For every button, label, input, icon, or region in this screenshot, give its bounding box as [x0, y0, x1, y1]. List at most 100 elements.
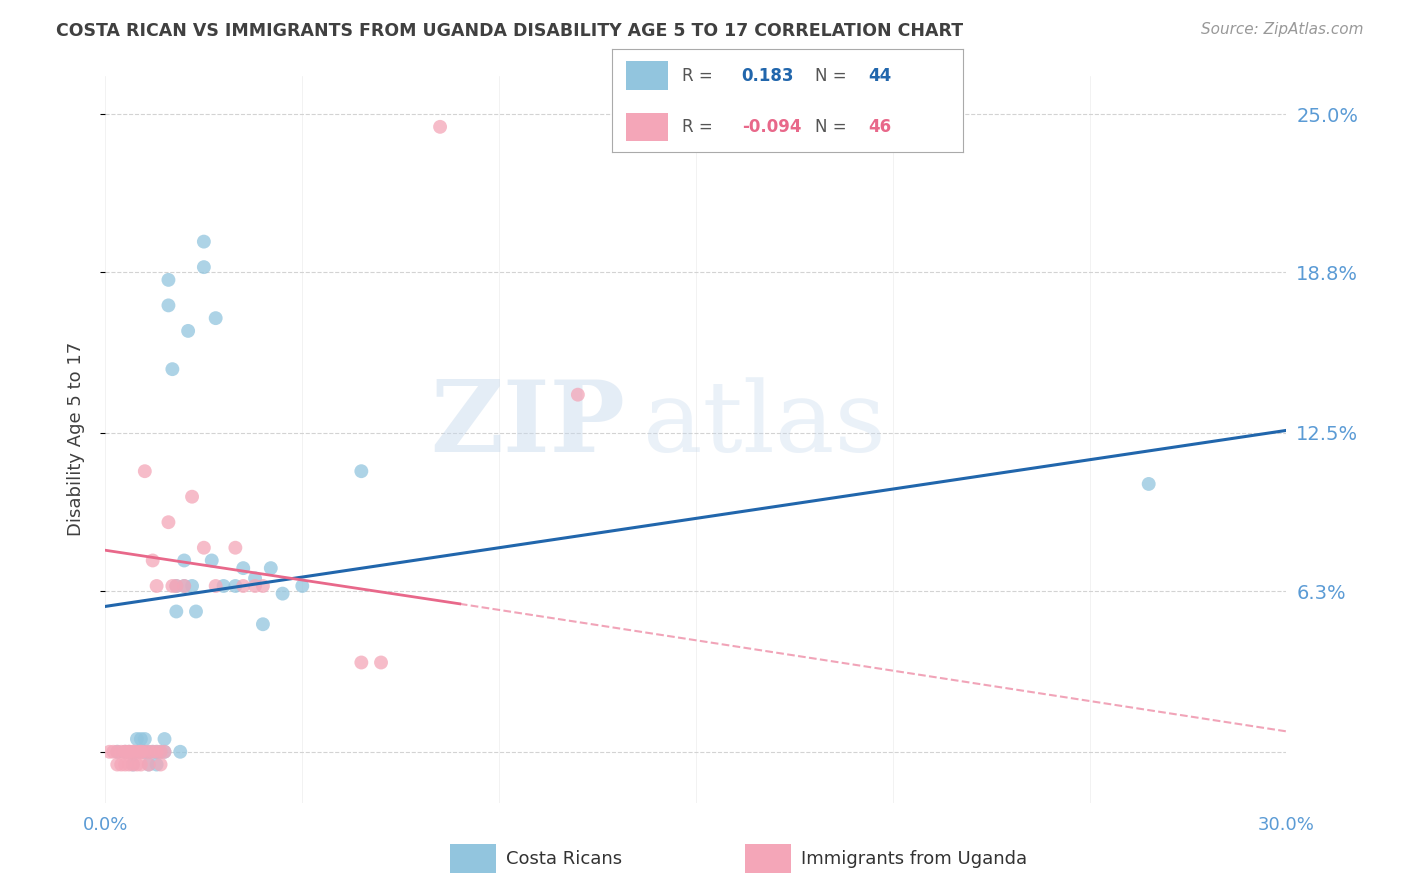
Point: [173, 553, 195, 567]
Point: [114, 745, 136, 759]
Point: [142, 745, 165, 759]
Point: [184, 605, 207, 619]
Point: [153, 745, 176, 759]
Text: N =: N =: [815, 67, 846, 85]
Point: [165, 579, 187, 593]
Point: [118, 757, 141, 772]
Point: [204, 579, 226, 593]
Point: [162, 362, 184, 376]
Point: [134, 745, 156, 759]
Text: Source: ZipAtlas.com: Source: ZipAtlas.com: [1201, 22, 1364, 37]
Point: [134, 745, 156, 759]
Point: [271, 587, 294, 601]
Point: [165, 579, 187, 593]
Point: [429, 120, 451, 134]
Text: ZIP: ZIP: [430, 376, 626, 474]
Point: [105, 745, 128, 759]
Point: [350, 464, 373, 478]
Point: [114, 745, 136, 759]
Text: 44: 44: [869, 67, 891, 85]
Point: [252, 579, 274, 593]
Point: [193, 541, 215, 555]
Point: [201, 553, 224, 567]
Point: [138, 745, 160, 759]
Point: [134, 464, 156, 478]
Point: [138, 757, 160, 772]
Point: [125, 745, 148, 759]
Point: [129, 745, 152, 759]
Point: [149, 757, 172, 772]
Point: [145, 745, 167, 759]
Point: [243, 579, 266, 593]
Point: [149, 745, 172, 759]
Point: [122, 745, 145, 759]
Point: [138, 745, 160, 759]
Point: [173, 579, 195, 593]
Point: [165, 605, 187, 619]
Point: [193, 260, 215, 274]
Point: [122, 757, 145, 772]
Text: 46: 46: [869, 118, 891, 136]
Point: [129, 732, 152, 747]
Point: [103, 745, 125, 759]
Point: [157, 515, 180, 529]
Point: [181, 490, 204, 504]
Bar: [626, 62, 668, 90]
Point: [134, 732, 156, 747]
Point: [129, 757, 152, 772]
Point: [169, 745, 191, 759]
Text: Costa Ricans: Costa Ricans: [506, 849, 623, 868]
Text: 0.183: 0.183: [742, 67, 794, 85]
Point: [134, 745, 156, 759]
Point: [129, 745, 152, 759]
Point: [105, 757, 128, 772]
Point: [370, 656, 392, 670]
Point: [98, 745, 121, 759]
Point: [114, 745, 136, 759]
Text: R =: R =: [682, 118, 713, 136]
Point: [157, 298, 180, 312]
Point: [212, 579, 235, 593]
Point: [125, 732, 148, 747]
Point: [204, 311, 226, 326]
Point: [153, 732, 176, 747]
Point: [181, 579, 204, 593]
Bar: [745, 844, 790, 873]
Point: [142, 745, 165, 759]
Text: atlas: atlas: [643, 377, 886, 473]
Bar: [626, 112, 668, 141]
Point: [110, 745, 132, 759]
Text: R =: R =: [682, 67, 713, 85]
Bar: [450, 844, 496, 873]
Point: [138, 757, 160, 772]
Text: Immigrants from Uganda: Immigrants from Uganda: [801, 849, 1028, 868]
Point: [157, 273, 180, 287]
Point: [129, 745, 152, 759]
Point: [122, 745, 145, 759]
Point: [224, 579, 246, 593]
Point: [350, 656, 373, 670]
Point: [118, 745, 141, 759]
Point: [177, 324, 200, 338]
Point: [149, 745, 172, 759]
Text: -0.094: -0.094: [742, 118, 801, 136]
Point: [122, 757, 145, 772]
Point: [153, 745, 176, 759]
Point: [291, 579, 314, 593]
Point: [125, 757, 148, 772]
Text: N =: N =: [815, 118, 846, 136]
Point: [142, 553, 165, 567]
Point: [252, 617, 274, 632]
Point: [118, 745, 141, 759]
Text: COSTA RICAN VS IMMIGRANTS FROM UGANDA DISABILITY AGE 5 TO 17 CORRELATION CHART: COSTA RICAN VS IMMIGRANTS FROM UGANDA DI…: [56, 22, 963, 40]
Point: [1137, 477, 1160, 491]
Point: [232, 579, 254, 593]
Point: [173, 579, 195, 593]
Point: [145, 579, 167, 593]
Point: [243, 571, 266, 585]
Point: [193, 235, 215, 249]
Y-axis label: Disability Age 5 to 17: Disability Age 5 to 17: [66, 343, 84, 536]
Point: [162, 579, 184, 593]
Point: [232, 561, 254, 575]
Point: [114, 757, 136, 772]
